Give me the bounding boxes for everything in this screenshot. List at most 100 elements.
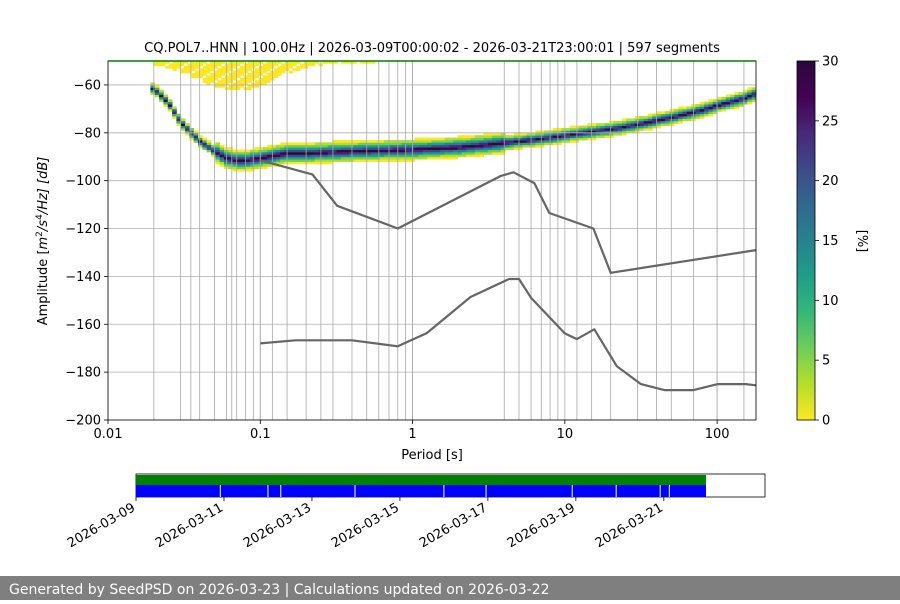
heatmap-cell (172, 106, 177, 110)
heatmap-cell (297, 159, 303, 162)
heatmap-cell (314, 151, 320, 155)
heatmap-cell (751, 87, 756, 91)
heatmap-cell (198, 70, 203, 74)
heatmap-cell (195, 61, 200, 64)
heatmap-cell (557, 130, 562, 134)
heatmap-cell (245, 161, 251, 165)
heatmap-cell (228, 156, 234, 160)
heatmap-cell (336, 144, 342, 148)
heatmap-cell (522, 142, 528, 146)
heatmap-cell (487, 132, 493, 136)
heatmap-cell (353, 154, 359, 158)
heatmap-cell (526, 132, 532, 136)
heatmap-cell (712, 111, 718, 115)
heatmap-cell (167, 101, 173, 105)
heatmap-cell (500, 135, 506, 138)
heatmap-cell (613, 132, 618, 136)
heatmap-cell (185, 123, 190, 127)
timeline-tick-label: 2026-03-19 (505, 500, 578, 551)
x-tick-label: 10 (557, 427, 574, 442)
heatmap-cell (211, 147, 216, 150)
heatmap-cell (228, 149, 234, 153)
heatmap-cell (461, 142, 467, 146)
heatmap-cell (280, 144, 285, 148)
heatmap-cell (191, 68, 196, 71)
heatmap-cell (280, 161, 285, 165)
heatmap-cell (444, 149, 450, 153)
heatmap-cell (656, 120, 662, 124)
heatmap-cell (414, 137, 420, 141)
heatmap-cell (621, 132, 627, 136)
heatmap-cell (189, 130, 195, 134)
heatmap-cell (219, 154, 225, 158)
heatmap-cell (267, 144, 272, 148)
heatmap-cell (535, 132, 541, 136)
heatmap-cell (531, 139, 536, 143)
heatmap-cell (591, 137, 597, 141)
heatmap-cell (306, 144, 311, 148)
heatmap-cell (228, 63, 233, 67)
heatmap-cell (384, 142, 389, 146)
heatmap-cell (258, 65, 263, 69)
heatmap-cell (163, 99, 169, 103)
heatmap-cell (323, 156, 329, 160)
heatmap-cell (699, 111, 705, 115)
heatmap-cell (444, 147, 450, 150)
heatmap-cell (665, 113, 670, 117)
heatmap-cell (371, 151, 376, 155)
heatmap-cell (301, 147, 307, 150)
heatmap-cell (310, 156, 316, 160)
heatmap-cell (388, 149, 394, 153)
heatmap-cell (535, 137, 541, 141)
heatmap-cell (587, 135, 593, 138)
heatmap-cell (176, 118, 182, 122)
heatmap-cell (301, 159, 307, 162)
heatmap-cell (273, 75, 278, 79)
heatmap-cell (180, 125, 186, 129)
heatmap-cell (247, 61, 252, 64)
heatmap-cell (254, 149, 259, 153)
heatmap-cell (448, 151, 454, 155)
heatmap-cell (358, 149, 363, 153)
heatmap-cell (747, 101, 753, 105)
heatmap-cell (396, 149, 402, 153)
heatmap-cell (747, 96, 753, 100)
heatmap-cell (301, 142, 307, 146)
heatmap-cell (362, 156, 368, 160)
heatmap-cell (228, 80, 233, 83)
heatmap-cell (414, 154, 420, 158)
heatmap-cell (427, 142, 432, 146)
heatmap-cell (444, 144, 450, 148)
heatmap-cell (332, 159, 337, 162)
heatmap-cell (275, 161, 281, 165)
heatmap-cell (500, 132, 506, 136)
heatmap-cell (327, 144, 333, 148)
heatmap-cell (176, 61, 181, 64)
heatmap-cell (561, 128, 567, 131)
heatmap-cell (747, 89, 753, 93)
heatmap-cell (422, 156, 428, 160)
heatmap-cell (483, 142, 489, 146)
heatmap-cell (232, 163, 238, 167)
heatmap-cell (366, 147, 372, 150)
heatmap-cell (401, 144, 407, 148)
heatmap-cell (150, 82, 156, 86)
heatmap-cell (448, 149, 454, 153)
heatmap-cell (738, 104, 744, 107)
heatmap-cell (669, 113, 675, 117)
heatmap-cell (232, 61, 237, 64)
heatmap-cell (273, 63, 278, 67)
heatmap-cell (652, 118, 657, 122)
heatmap-cell (195, 72, 200, 76)
heatmap-cell (245, 154, 251, 158)
heatmap-cell (245, 149, 251, 153)
heatmap-cell (348, 61, 353, 64)
heatmap-cell (582, 132, 588, 136)
heatmap-cell (673, 120, 679, 124)
heatmap-cell (730, 101, 735, 105)
heatmap-cell (431, 147, 437, 150)
heatmap-cell (293, 149, 298, 153)
heatmap-cell (183, 65, 188, 69)
heatmap-cell (297, 161, 303, 165)
heatmap-cell (379, 159, 385, 162)
